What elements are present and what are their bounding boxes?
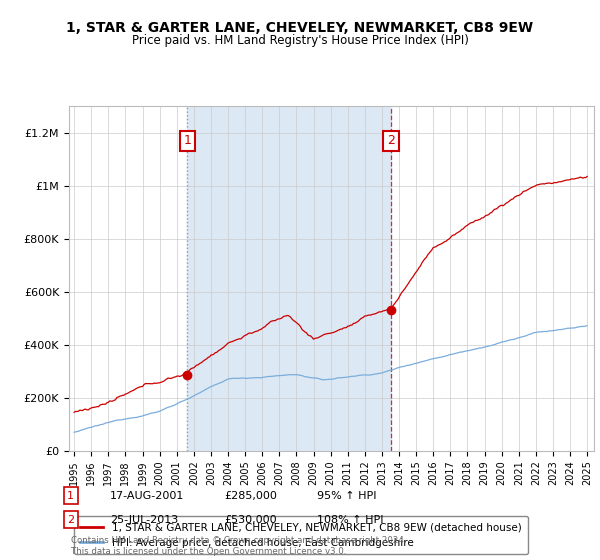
Text: 1: 1 bbox=[184, 134, 191, 147]
Legend: 1, STAR & GARTER LANE, CHEVELEY, NEWMARKET, CB8 9EW (detached house), HPI: Avera: 1, STAR & GARTER LANE, CHEVELEY, NEWMARK… bbox=[74, 516, 528, 554]
Text: 2: 2 bbox=[67, 515, 74, 525]
Text: 108% ↑ HPI: 108% ↑ HPI bbox=[317, 515, 383, 525]
Text: 2: 2 bbox=[387, 134, 395, 147]
Text: 1: 1 bbox=[67, 491, 74, 501]
Text: Contains HM Land Registry data © Crown copyright and database right 2024.
This d: Contains HM Land Registry data © Crown c… bbox=[71, 536, 406, 556]
Text: £285,000: £285,000 bbox=[224, 491, 277, 501]
Text: Price paid vs. HM Land Registry's House Price Index (HPI): Price paid vs. HM Land Registry's House … bbox=[131, 34, 469, 46]
Text: 17-AUG-2001: 17-AUG-2001 bbox=[110, 491, 184, 501]
Text: 95% ↑ HPI: 95% ↑ HPI bbox=[317, 491, 376, 501]
Text: 25-JUL-2013: 25-JUL-2013 bbox=[110, 515, 178, 525]
Text: £530,000: £530,000 bbox=[224, 515, 277, 525]
Text: 1, STAR & GARTER LANE, CHEVELEY, NEWMARKET, CB8 9EW: 1, STAR & GARTER LANE, CHEVELEY, NEWMARK… bbox=[67, 21, 533, 35]
Bar bbox=[187, 106, 391, 451]
